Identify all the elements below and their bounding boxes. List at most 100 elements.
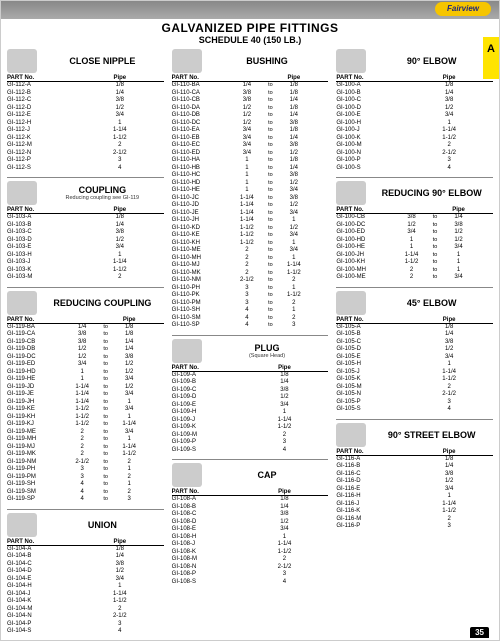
pipe-size-b: 1-1/2 xyxy=(114,451,145,459)
part-number: GI-100-JH xyxy=(336,252,396,260)
part-number: GI-100-HE xyxy=(336,244,396,252)
pipe-size-a: 3/8 xyxy=(231,97,262,105)
part-number: GI-100-ED xyxy=(336,229,396,237)
table-row: GI-119-JH1-1/4to1 xyxy=(7,399,164,407)
pipe-size-a: 1-1/4 xyxy=(231,202,262,210)
table-row: GI-110-KD1-1/2to1/2 xyxy=(172,225,329,233)
section-title: CAP xyxy=(206,470,329,480)
table-row: GI-116-K1-1/2 xyxy=(336,508,493,516)
pipe-size-b: 3/4 xyxy=(278,187,309,195)
pipe-size: 3/4 xyxy=(76,112,164,120)
to-label: to xyxy=(98,451,114,459)
to-label: to xyxy=(263,270,279,278)
pipe-size-a: 3/4 xyxy=(231,135,262,143)
pipe-size: 3/8 xyxy=(405,97,493,105)
pipe-size-a: 4 xyxy=(231,322,262,330)
to-label: to xyxy=(98,444,114,452)
part-number: GI-119-DC xyxy=(7,354,67,362)
table-row: GI-110-HA1to1/8 xyxy=(172,157,329,165)
to-label: to xyxy=(427,229,443,237)
table-row: GI-112-S4 xyxy=(7,165,164,173)
to-label: to xyxy=(263,300,279,308)
table-row: GI-100-JH1-1/4to1 xyxy=(336,252,493,260)
part-number: GI-119-JD xyxy=(7,384,67,392)
pipe-size-b: 1/2 xyxy=(278,180,309,188)
table-row: GI-105-C3/8 xyxy=(336,339,493,347)
part-number: GI-119-ME xyxy=(7,429,67,437)
part-number: GI-116-C xyxy=(336,471,405,479)
part-number: GI-110-SH xyxy=(172,307,232,315)
part-number: GI-119-SP xyxy=(7,496,67,504)
pipe-size: 2-1/2 xyxy=(405,150,493,158)
pipe-size: 3/4 xyxy=(241,402,329,410)
pipe-size-a: 1/2 xyxy=(67,354,98,362)
col-pipe: Pipe xyxy=(241,489,329,495)
table-header: PART No.Pipe xyxy=(7,207,164,214)
table-row: GI-108-S4 xyxy=(172,579,329,587)
table-row: GI-105-H1 xyxy=(336,361,493,369)
to-label: to xyxy=(263,202,279,210)
pipe-size: 1/4 xyxy=(405,463,493,471)
pipe-size-b: 1 xyxy=(443,267,474,275)
table-row: GI-112-H1 xyxy=(7,120,164,128)
pipe-size-b: 1/4 xyxy=(114,339,145,347)
part-number: GI-109-E xyxy=(172,402,241,410)
part-number: GI-100-N xyxy=(336,150,405,158)
pipe-size-a: 2 xyxy=(231,255,262,263)
table-row: GI-100-MH2to1 xyxy=(336,267,493,275)
pipe-size-a: 2 xyxy=(67,451,98,459)
pipe-size-b: 1 xyxy=(278,307,309,315)
part-number: GI-100-ME xyxy=(336,274,396,282)
pipe-size-b: 1 xyxy=(278,240,309,248)
pipe-size: 1/8 xyxy=(241,372,329,380)
pipe-size-b: 1/8 xyxy=(114,331,145,339)
part-number: GI-110-NM xyxy=(172,277,232,285)
table-row: GI-109-K1-1/2 xyxy=(172,424,329,432)
pipe-size: 3 xyxy=(241,439,329,447)
pipe-size-b: 1-1/4 xyxy=(114,444,145,452)
to-label: to xyxy=(98,436,114,444)
content-columns: CLOSE NIPPLEPART No.PipeGI-112-A1/8GI-11… xyxy=(1,45,499,641)
fitting-image xyxy=(336,423,366,447)
to-label: to xyxy=(98,346,114,354)
pipe-size: 1/2 xyxy=(405,105,493,113)
pipe-size-a: 1 xyxy=(396,237,427,245)
pipe-size: 1-1/4 xyxy=(241,541,329,549)
pipe-size: 3/4 xyxy=(405,486,493,494)
part-number: GI-104-B xyxy=(7,553,76,561)
pipe-size-b: 1/8 xyxy=(278,90,309,98)
fitting-image xyxy=(7,291,37,315)
part-number: GI-105-N xyxy=(336,391,405,399)
to-label: to xyxy=(98,421,114,429)
table-row: GI-119-KE1-1/2to3/4 xyxy=(7,406,164,414)
pipe-size: 1/8 xyxy=(405,456,493,464)
table-header: PART No.Pipe xyxy=(172,365,329,372)
part-number: GI-103-B xyxy=(7,222,76,230)
to-label: to xyxy=(98,339,114,347)
table-row: GI-108-K1-1/2 xyxy=(172,549,329,557)
part-number: GI-116-J xyxy=(336,501,405,509)
col-pipe: Pipe xyxy=(76,75,164,81)
table-row: GI-110-PK3to1-1/2 xyxy=(172,292,329,300)
pipe-size-a: 1-1/2 xyxy=(67,406,98,414)
table-row: GI-112-N2-1/2 xyxy=(7,150,164,158)
to-label: to xyxy=(263,225,279,233)
part-number: GI-100-DC xyxy=(336,222,396,230)
to-label: to xyxy=(98,384,114,392)
to-label: to xyxy=(98,361,114,369)
section-title: COUPLING xyxy=(41,185,164,195)
pipe-size-b: 1/2 xyxy=(278,225,309,233)
table-row: GI-100-D1/2 xyxy=(336,105,493,113)
pipe-size-b: 3/4 xyxy=(278,232,309,240)
pipe-size: 3/8 xyxy=(405,339,493,347)
part-number: GI-103-A xyxy=(7,214,76,222)
table-header: PART No.Pipe xyxy=(336,75,493,82)
part-number: GI-104-S xyxy=(7,628,76,636)
pipe-size-b: 1/8 xyxy=(114,324,145,332)
part-number: GI-100-CB xyxy=(336,214,396,222)
part-number: GI-110-ME xyxy=(172,247,232,255)
to-label: to xyxy=(98,481,114,489)
fitting-image xyxy=(336,49,366,73)
pipe-size-b: 1 xyxy=(114,414,145,422)
part-number: GI-119-ED xyxy=(7,361,67,369)
